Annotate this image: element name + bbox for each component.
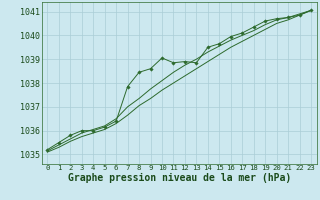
X-axis label: Graphe pression niveau de la mer (hPa): Graphe pression niveau de la mer (hPa) [68, 173, 291, 183]
